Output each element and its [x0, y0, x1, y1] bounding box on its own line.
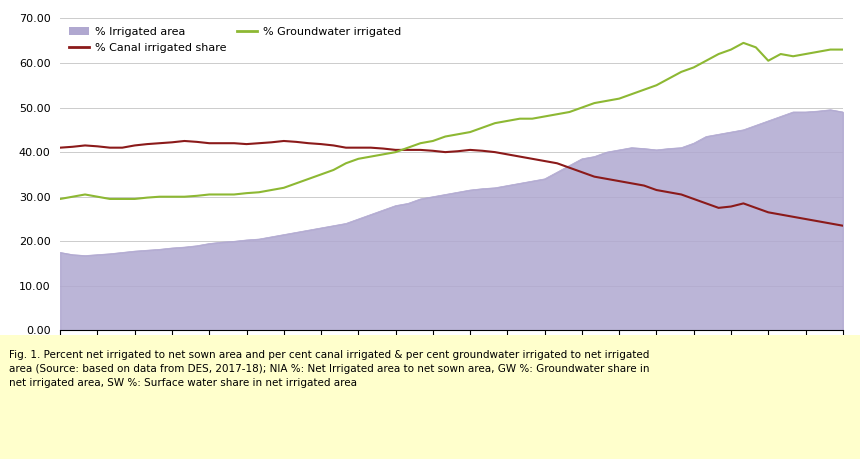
Legend: % Irrigated area, % Canal irrigated share, % Groundwater irrigated: % Irrigated area, % Canal irrigated shar… [65, 24, 404, 56]
FancyBboxPatch shape [0, 335, 860, 459]
Text: Fig. 1. Percent net irrigated to net sown area and per cent canal irrigated & pe: Fig. 1. Percent net irrigated to net sow… [9, 350, 649, 388]
